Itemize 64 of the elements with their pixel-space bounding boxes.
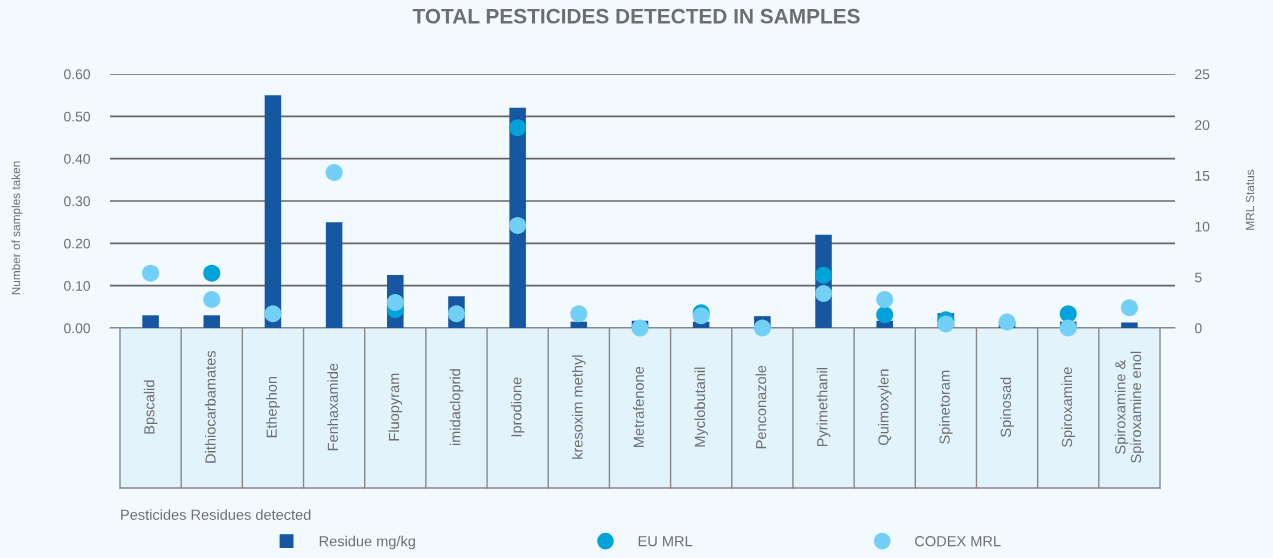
x-tick-label: Pyrimethanil (816, 368, 831, 447)
point (325, 164, 343, 182)
point (753, 319, 771, 337)
chart-title: TOTAL PESTICIDES DETECTED IN SAMPLES (412, 8, 860, 24)
x-tick-label: Myclobutanil (694, 367, 708, 447)
bar (142, 315, 159, 328)
x-axis-title: Pesticides Residues detected (121, 509, 311, 520)
bar (325, 222, 343, 328)
x-tick-label: Ethephon (266, 376, 280, 438)
point (264, 305, 282, 323)
x-tick-label: kresoxim methyl (572, 355, 586, 459)
point (1120, 299, 1138, 317)
y-tick-label: 0.30 (64, 196, 91, 207)
y2-axis-title: MRL Status (1245, 169, 1255, 230)
bar (570, 321, 588, 328)
y2-tick-label: 20 (1195, 120, 1210, 130)
y-axis-title: Number of samples taken (11, 161, 23, 295)
x-tick-label: Spiroxamine & Spiroxamine enol (1114, 351, 1145, 463)
x-tick-label: Spinosad (1000, 377, 1014, 437)
point (509, 216, 527, 234)
legend-label: EU MRL (638, 536, 693, 547)
bar (1121, 322, 1138, 328)
y-tick-label: 0.20 (64, 238, 91, 249)
y2-tick-label: 15 (1195, 171, 1210, 181)
point (998, 313, 1016, 331)
x-tick-label: Bpscalid (143, 380, 158, 434)
y-tick-label: 0.00 (64, 323, 91, 334)
x-tick-label: Iprodione (510, 377, 525, 437)
x-tick-label: Metrafenone (633, 366, 644, 447)
point (631, 319, 649, 337)
point (876, 306, 894, 324)
point (937, 315, 955, 333)
point (203, 291, 221, 309)
point (447, 305, 465, 323)
point (815, 266, 833, 284)
x-tick-label: Spinetoram (939, 370, 953, 444)
point (142, 264, 160, 282)
x-tick-label: Penconazole (755, 365, 767, 449)
y2-tick-label: 10 (1195, 221, 1210, 232)
y2-tick-label: 0 (1194, 323, 1202, 334)
y-tick-label: 0.50 (64, 111, 91, 122)
x-tick-label: Fenhaxamide (327, 363, 339, 451)
x-tick-label: Quimoxylen (877, 369, 892, 445)
y-tick-label: 0.60 (64, 69, 91, 80)
point (570, 305, 588, 323)
point (876, 291, 894, 309)
x-tick-label: Dithiocarbamates (204, 350, 216, 463)
point (386, 294, 404, 312)
point (815, 284, 833, 302)
bar (203, 315, 221, 328)
legend-label: CODEX MRL (915, 536, 1001, 547)
y2-tick-label: 5 (1195, 272, 1202, 283)
point (203, 264, 221, 282)
y-tick-label: 0.40 (64, 154, 91, 164)
point (509, 119, 527, 137)
y2-tick-label: 25 (1195, 69, 1210, 80)
point (1059, 319, 1077, 337)
x-tick-label: imidacloprid (449, 369, 464, 446)
point (1059, 305, 1077, 323)
x-tick-label: Spiroxamine (1061, 367, 1076, 448)
x-tick-label: Fluopyram (388, 373, 403, 441)
y-tick-label: 0.10 (64, 281, 91, 291)
legend-label: Residue mg/kg (319, 535, 415, 550)
bar (264, 95, 282, 328)
